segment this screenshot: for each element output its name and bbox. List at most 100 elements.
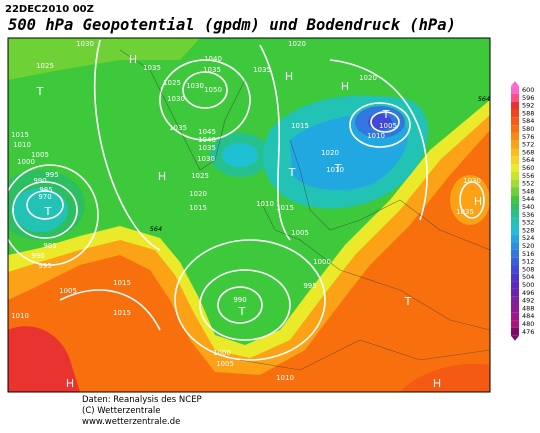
isobar-label: 1010	[367, 132, 385, 140]
colorbar-cell	[511, 125, 519, 133]
isobar-label: 1035	[169, 124, 187, 132]
colorbar-label: 508	[522, 265, 534, 273]
isobar-label: 1005	[291, 229, 309, 237]
colorbar-cell	[511, 148, 519, 157]
colorbar-cell	[511, 312, 519, 321]
isobar-label: 1005	[216, 360, 234, 368]
colorbar-label: 536	[522, 211, 534, 219]
isobar-label: 1020	[288, 40, 306, 48]
colorbar-label: 580	[522, 125, 534, 133]
pressure-center: T	[334, 162, 342, 175]
isobar-label: 1015	[291, 122, 309, 130]
colorbar-cell	[511, 210, 519, 219]
date: 22DEC2010 00Z	[5, 4, 94, 15]
colorbar-cell	[511, 187, 519, 196]
colorbar-cell	[511, 218, 519, 227]
colorbar-label: 524	[522, 234, 534, 242]
isobar-label: 1030	[197, 155, 215, 163]
isobar-label: 1005	[59, 287, 77, 295]
isobar-label: 1015	[113, 309, 131, 317]
isobar-label: 1030	[167, 95, 185, 103]
isobar-label: 1025	[191, 172, 209, 180]
pressure-center: T	[404, 295, 412, 308]
colorbar-label: 544	[522, 195, 534, 203]
isobar-label: 1010	[326, 166, 344, 174]
colorbar-label: 488	[522, 304, 534, 312]
isobar-label: 995	[38, 262, 51, 270]
contour-label: 564	[150, 225, 162, 233]
colorbar-label: 532	[522, 219, 534, 227]
pressure-center: T	[238, 305, 246, 318]
colorbar-label: 476	[522, 328, 534, 336]
pressure-center: H	[66, 377, 74, 390]
colorbar-label: 512	[522, 258, 534, 266]
colorbar-cell	[511, 156, 519, 165]
colorbar-cell	[511, 296, 519, 305]
isobar-label: 1020	[321, 149, 339, 157]
isobar-label: 1030	[76, 40, 94, 48]
colorbar-label: 588	[522, 109, 534, 117]
pressure-center: T	[382, 108, 390, 121]
contour-label: 564	[478, 95, 490, 103]
colorbar-cell	[511, 226, 519, 235]
isobar-label: 995	[303, 282, 316, 290]
isobar-label: 1025	[36, 62, 54, 70]
colorbar-label: 592	[522, 102, 534, 110]
colorbar-cell	[511, 273, 519, 282]
isobar-label: 1035	[203, 66, 221, 74]
footer-line: Daten: Reanalysis des NCEP	[82, 395, 202, 405]
colorbar-cell	[511, 242, 519, 250]
colorbar-label: 552	[522, 180, 534, 188]
colorbar-label: 596	[522, 94, 534, 102]
colorbar-label: 564	[522, 156, 534, 164]
isobar-label: 985	[43, 242, 56, 250]
colorbar-cell	[511, 93, 519, 102]
colorbar-cell	[511, 109, 519, 118]
colorbar-cell	[511, 132, 519, 141]
colorbar-cell	[511, 288, 519, 297]
colorbar-cap	[511, 81, 519, 87]
pressure-center: H	[341, 80, 349, 93]
isobar-label: 1010	[13, 141, 31, 149]
colorbar-cell	[511, 117, 519, 126]
colorbar-label: 576	[522, 133, 534, 141]
colorbar-label: 484	[522, 312, 534, 320]
colorbar-cell	[511, 249, 519, 258]
isobar-label: 1040	[198, 136, 216, 144]
colorbar-cell	[511, 171, 519, 180]
isobar-label: 1025	[163, 79, 181, 87]
isobar-label: 1030	[463, 177, 481, 185]
colorbar-cap	[511, 335, 519, 341]
pressure-center: H	[474, 195, 482, 208]
isobar-label: 1010	[11, 312, 29, 320]
isobar-label: 1015	[113, 279, 131, 287]
footer-line: (C) Wetterzentrale	[82, 406, 161, 416]
colorbar-label: 560	[522, 164, 534, 172]
colorbar-cell	[511, 304, 519, 313]
isobar-label: 1015	[189, 204, 207, 212]
isobar-label: 1030	[186, 82, 204, 90]
footer-line: www.wetterzentrale.de	[82, 417, 180, 427]
colorbar-label: 520	[522, 242, 534, 250]
isobar-label: 990	[31, 252, 44, 260]
colorbar-label: 516	[522, 250, 534, 258]
colorbar-label: 492	[522, 297, 534, 305]
colorbar-label: 572	[522, 141, 534, 149]
colorbar-cell	[511, 164, 519, 172]
colorbar-label: 480	[522, 320, 534, 328]
colorbar-label: 528	[522, 226, 534, 234]
isobar-label: 1020	[359, 74, 377, 82]
isobar-label: 995	[45, 171, 58, 179]
pressure-center: T	[36, 85, 44, 98]
colorbar-label: 600	[522, 86, 534, 94]
isobar-label: 1035	[143, 64, 161, 72]
pressure-center: H	[285, 70, 293, 83]
isobar-label: 990	[33, 177, 46, 185]
colorbar-cell	[511, 195, 519, 204]
colorbar-cell	[511, 101, 519, 110]
isobar-label: 990	[233, 296, 246, 304]
isobar-label: 1015	[276, 204, 294, 212]
colorbar-cell	[511, 265, 519, 274]
isobar-label: 970	[38, 193, 51, 201]
